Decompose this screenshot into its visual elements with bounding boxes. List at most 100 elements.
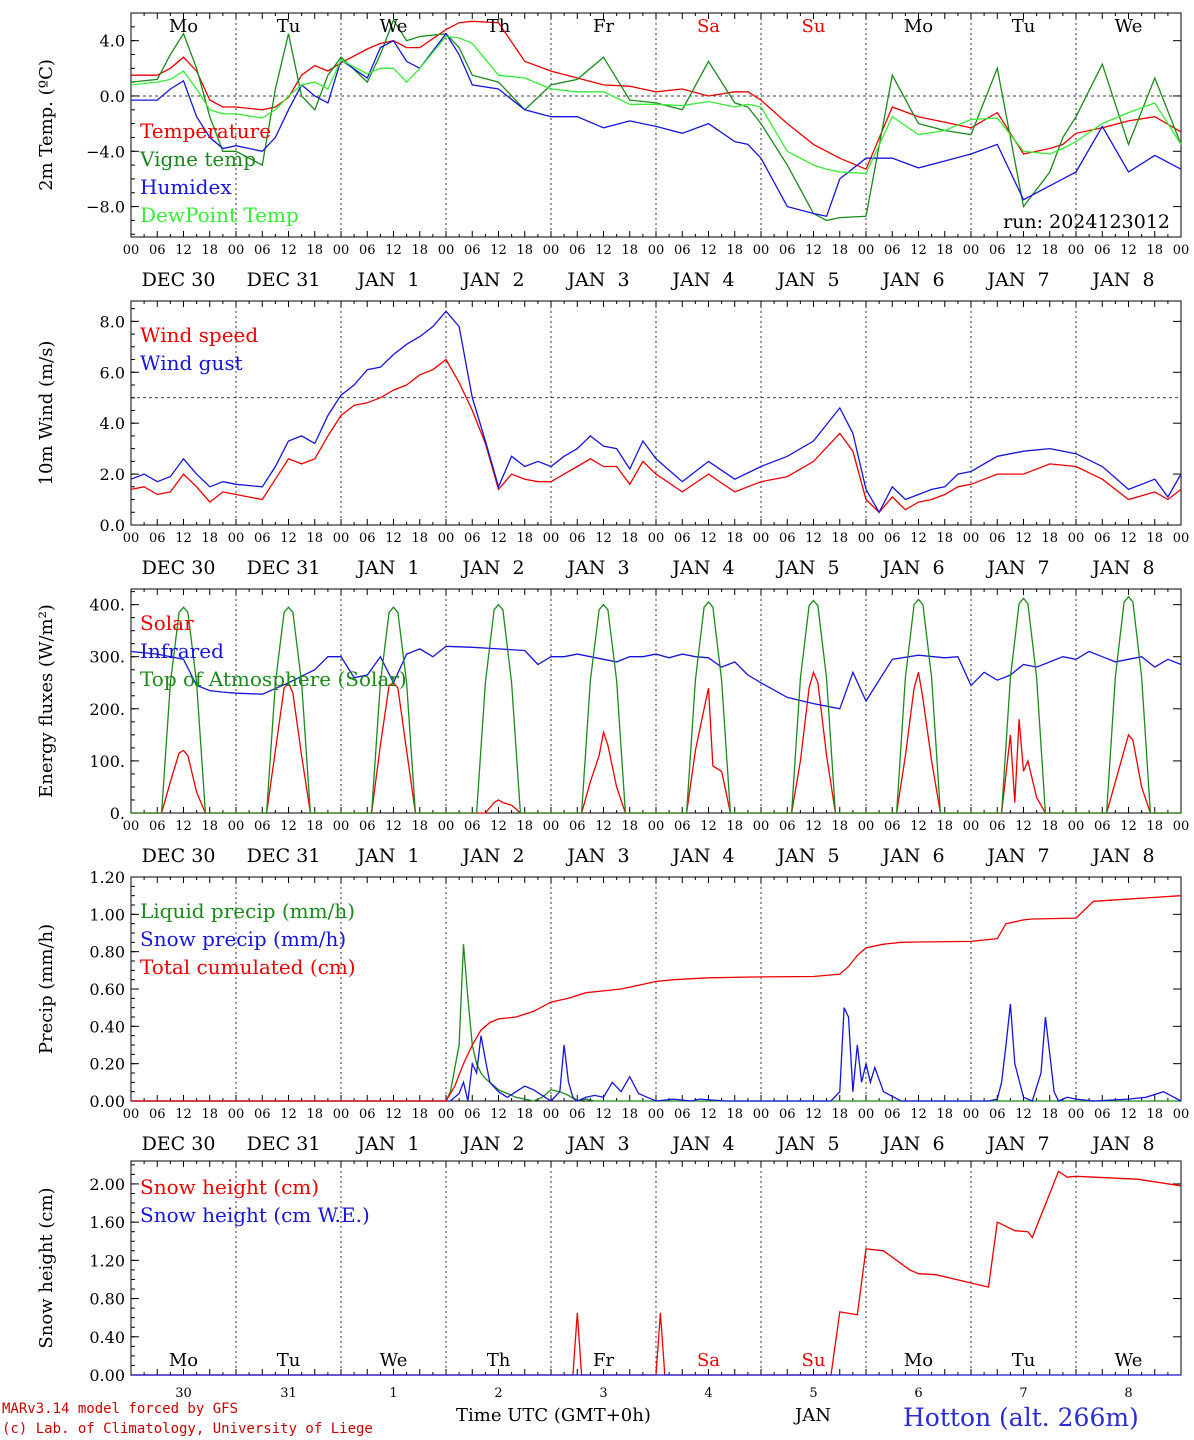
- hour-tick-label: 00: [438, 1107, 455, 1122]
- hour-tick-label: 06: [149, 819, 166, 834]
- legend-entry: Infrared: [140, 639, 224, 663]
- hour-tick-label: 18: [516, 243, 533, 258]
- series-line-solar: [131, 670, 1181, 814]
- date-label: DEC 30: [142, 557, 216, 579]
- y-tick-label: 1.20: [89, 868, 125, 887]
- legend-entry: Snow height (cm): [140, 1175, 319, 1199]
- y-tick-label: 300.: [89, 648, 125, 667]
- run-label: run: 2024123012: [1003, 211, 1170, 233]
- hour-tick-label: 12: [280, 1107, 297, 1122]
- hour-tick-label: 18: [1146, 531, 1163, 546]
- hour-tick-label: 00: [228, 243, 245, 258]
- y-tick-label: 0.40: [89, 1017, 125, 1036]
- legend-entry: Wind gust: [140, 351, 243, 375]
- hour-tick-label: 18: [936, 819, 953, 834]
- hour-tick-label: 00: [1068, 1107, 1085, 1122]
- series-line-snow-precip-mm-h-: [131, 1003, 1182, 1102]
- hour-tick-label: 06: [254, 531, 271, 546]
- weekday-label: Tu: [277, 1350, 301, 1371]
- station-label: Hotton (alt. 266m): [903, 1403, 1139, 1432]
- hour-tick-label: 00: [123, 531, 140, 546]
- hour-tick-label: 12: [700, 819, 717, 834]
- hour-tick-label: 12: [805, 243, 822, 258]
- hour-tick-label: 00: [123, 1107, 140, 1122]
- hour-tick-label: 06: [254, 819, 271, 834]
- hour-tick-label: 12: [1120, 1107, 1137, 1122]
- hour-tick-label: 00: [333, 819, 350, 834]
- hour-tick-label: 00: [963, 531, 980, 546]
- y-tick-label: 4.0: [100, 32, 125, 51]
- hour-tick-label: 00: [228, 531, 245, 546]
- hour-tick-label: 00: [1173, 243, 1190, 258]
- hour-tick-label: 06: [884, 819, 901, 834]
- date-label: JAN 2: [460, 1133, 524, 1155]
- hour-tick-label: 06: [779, 819, 796, 834]
- hour-tick-label: 00: [648, 531, 665, 546]
- date-label: JAN 1: [355, 557, 419, 579]
- weekday-label: Mo: [904, 16, 933, 37]
- hour-tick-label: 00: [858, 531, 875, 546]
- date-label: JAN 5: [775, 845, 839, 867]
- hour-tick-label: 18: [201, 1107, 218, 1122]
- hour-tick-label: 18: [306, 1107, 323, 1122]
- y-tick-label: 0.00: [89, 1092, 125, 1111]
- weekday-label: Fr: [593, 1350, 614, 1371]
- hour-tick-label: 18: [306, 531, 323, 546]
- hour-tick-label: 18: [516, 1107, 533, 1122]
- hour-tick-label: 06: [779, 1107, 796, 1122]
- hour-tick-label: 12: [1120, 819, 1137, 834]
- day-number-label: 30: [175, 1386, 192, 1401]
- hour-tick-label: 12: [805, 531, 822, 546]
- weekday-label: Tu: [1012, 1350, 1036, 1371]
- y-axis-label: Snow height (cm): [36, 1187, 57, 1348]
- series-line-dewpoint-temp: [130, 35, 1182, 175]
- hour-tick-label: 18: [201, 819, 218, 834]
- hour-tick-label: 06: [674, 819, 691, 834]
- hour-tick-label: 12: [490, 243, 507, 258]
- legend-entry: Humidex: [140, 175, 232, 199]
- hour-tick-label: 00: [438, 531, 455, 546]
- hour-tick-label: 06: [149, 531, 166, 546]
- weekday-label: We: [380, 16, 408, 37]
- date-label: JAN 7: [985, 269, 1049, 291]
- hour-tick-label: 00: [963, 819, 980, 834]
- day-number-label: 7: [1019, 1386, 1027, 1401]
- y-axis-label: Energy fluxes (W/m²): [36, 604, 57, 798]
- date-label: JAN 8: [1090, 1133, 1154, 1155]
- hour-tick-label: 06: [254, 243, 271, 258]
- y-tick-label: 1.00: [89, 905, 125, 924]
- hour-tick-label: 00: [858, 819, 875, 834]
- hour-tick-label: 18: [411, 243, 428, 258]
- hour-tick-label: 18: [936, 531, 953, 546]
- hour-tick-label: 12: [385, 1107, 402, 1122]
- hour-tick-label: 00: [438, 819, 455, 834]
- hour-tick-label: 06: [359, 243, 376, 258]
- hour-tick-label: 00: [963, 243, 980, 258]
- hour-tick-label: 18: [1041, 243, 1058, 258]
- date-label: JAN 4: [670, 557, 734, 579]
- hour-tick-label: 00: [858, 1107, 875, 1122]
- weekday-label: We: [1115, 1350, 1143, 1371]
- y-tick-label: 100.: [89, 752, 125, 771]
- date-label: JAN 6: [880, 557, 944, 579]
- day-number-label: 1: [389, 1386, 397, 1401]
- hour-tick-label: 12: [595, 531, 612, 546]
- hour-tick-label: 06: [779, 243, 796, 258]
- y-tick-label: 0.: [110, 804, 125, 823]
- weekday-label: Mo: [169, 1350, 198, 1371]
- hour-tick-label: 18: [726, 819, 743, 834]
- y-tick-label: 6.0: [100, 363, 125, 382]
- hour-tick-label: 00: [123, 819, 140, 834]
- hour-tick-label: 06: [989, 819, 1006, 834]
- hour-tick-label: 12: [595, 1107, 612, 1122]
- hour-tick-label: 06: [1094, 531, 1111, 546]
- hour-tick-label: 18: [201, 531, 218, 546]
- chart-panel-3: 0. 100. 200. 300. 400. Energy fluxes (W/m²) So…: [36, 588, 1189, 867]
- credit-line-1: MARv3.14 model forced by GFS: [2, 1401, 239, 1417]
- date-label: JAN 8: [1090, 269, 1154, 291]
- weekday-label: We: [1115, 16, 1143, 37]
- hour-tick-label: 06: [569, 531, 586, 546]
- hour-tick-label: 00: [333, 531, 350, 546]
- hour-tick-label: 06: [149, 243, 166, 258]
